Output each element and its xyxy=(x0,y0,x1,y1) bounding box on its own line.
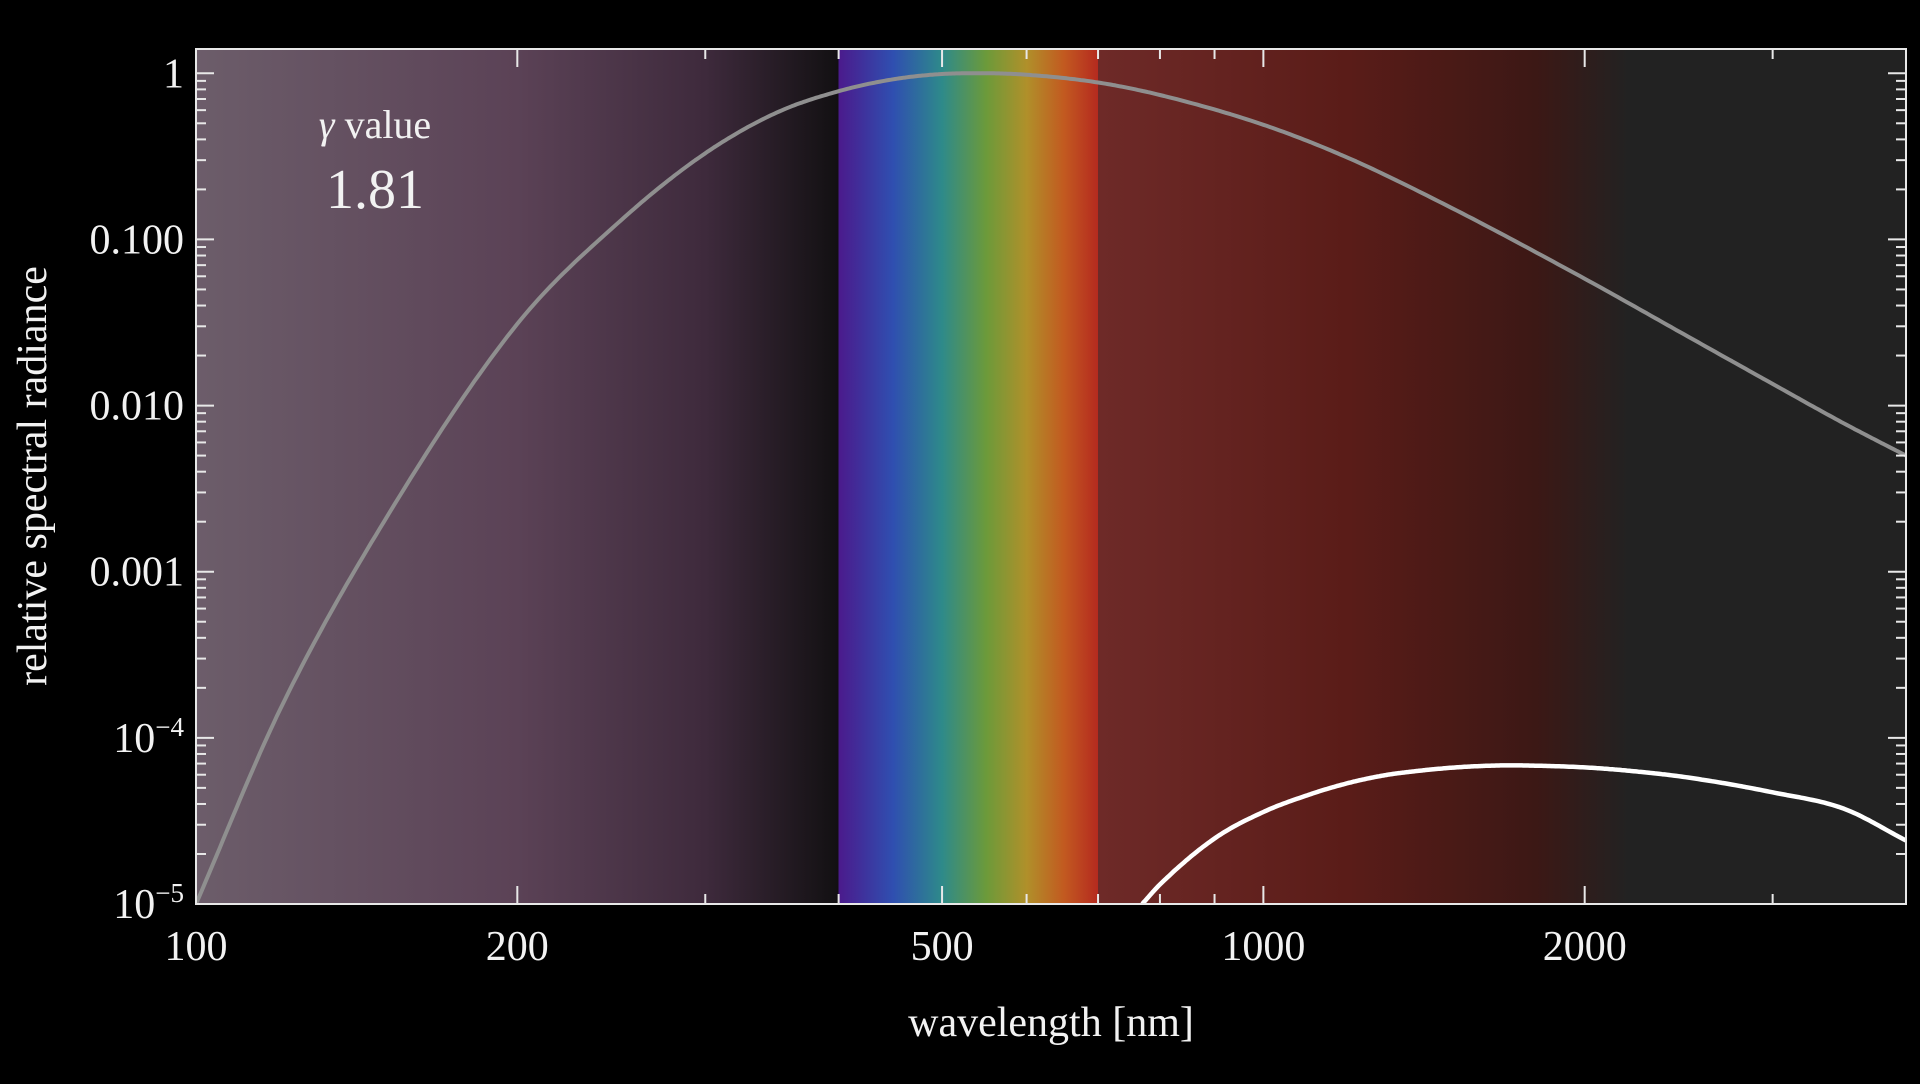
gamma-annotation: γ value 1.81 xyxy=(319,102,431,221)
y-axis-title: relative spectral radiance xyxy=(10,266,56,686)
plot-background xyxy=(196,49,1906,904)
plot-frame xyxy=(195,48,1907,905)
x-tick-label: 200 xyxy=(486,924,549,970)
y-tick-label: 0.100 xyxy=(90,217,185,263)
gamma-symbol: γ xyxy=(319,102,336,147)
series-line-2 xyxy=(1140,763,1906,904)
x-tick-label: 1000 xyxy=(1221,924,1305,970)
series-line-1 xyxy=(196,71,1906,904)
y-tick-label: 0.001 xyxy=(90,550,185,596)
gamma-label-text: value xyxy=(335,102,432,147)
y-tick-label: 1 xyxy=(163,51,184,97)
x-tick-label: 500 xyxy=(911,924,974,970)
y-tick-label: 0.010 xyxy=(90,384,185,430)
gamma-value: 1.81 xyxy=(326,159,424,221)
y-tick-label: 10−5 xyxy=(113,878,184,928)
tick-layer: 100 200 500 1000 2000 1 0.100 0.010 0.001 10−4 10−… xyxy=(90,49,1906,970)
series-layer xyxy=(196,71,1906,904)
x-tick-label: 100 xyxy=(165,924,228,970)
gamma-label: γ value xyxy=(319,102,431,147)
x-axis-title: wavelength [nm] xyxy=(908,1000,1194,1046)
x-tick-label: 2000 xyxy=(1543,924,1627,970)
y-tick-label: 10−4 xyxy=(113,712,184,762)
